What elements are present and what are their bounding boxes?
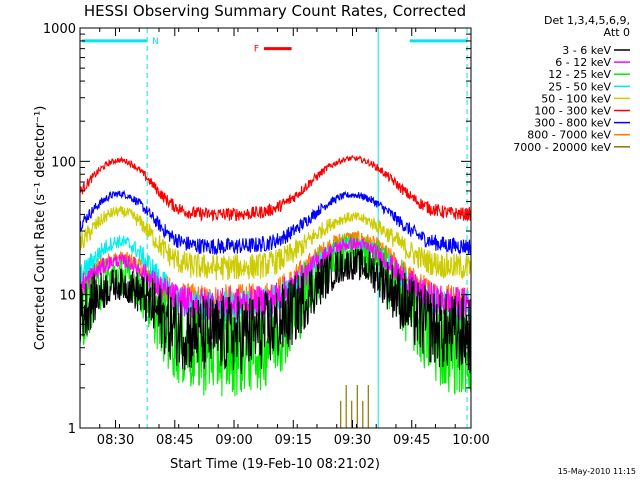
x-tick-label-5: 09:45 — [393, 433, 430, 448]
x-axis-ticks: 08:30 08:45 09:00 09:15 09:30 09:45 10:00 — [79, 28, 490, 448]
series-line-5 — [79, 154, 472, 223]
legend-label-3: 25 - 50 keV — [548, 80, 611, 93]
y-tick-label-0: 1 — [68, 422, 76, 437]
footer-timestamp: 15-May-2010 11:15 — [558, 467, 636, 476]
x-tick-label-2: 09:00 — [215, 433, 252, 448]
series-line-4 — [79, 205, 472, 281]
y-axis-label: Corrected Count Rate (s⁻¹ detector⁻¹) — [33, 106, 48, 351]
x-axis-label: Start Time (19-Feb-10 08:21:02) — [170, 457, 380, 472]
flag-F-label: F — [254, 45, 259, 55]
legend-label-2: 12 - 25 keV — [548, 68, 611, 81]
series-line-0 — [79, 248, 472, 374]
y-tick-label-1: 10 — [59, 289, 76, 304]
y-tick-label-3: 1000 — [43, 22, 76, 37]
series-spikes-7000 — [340, 385, 369, 428]
x-tick-label-6: 10:00 — [452, 433, 489, 448]
legend-label-0: 3 - 6 keV — [562, 44, 611, 57]
series-line-6 — [79, 189, 472, 256]
legend-label-4: 50 - 100 keV — [541, 92, 611, 105]
legend-label-8: 7000 - 20000 keV — [513, 141, 611, 154]
legend-header-line-1: Det 1,3,4,5,6,9, — [544, 14, 630, 27]
markers: NF — [82, 37, 468, 55]
series-line-1 — [79, 235, 472, 321]
y-axis-ticks: 1 10 100 1000 — [43, 22, 471, 437]
plot-frame — [79, 27, 472, 429]
legend-label-7: 800 - 7000 keV — [527, 129, 611, 142]
legend-label-5: 100 - 300 keV — [534, 105, 611, 118]
flag-N-label: N — [152, 37, 159, 47]
legend-label-6: 300 - 800 keV — [534, 117, 611, 130]
plot-lines — [79, 28, 472, 428]
x-tick-label-0: 08:30 — [97, 433, 134, 448]
x-tick-label-4: 09:30 — [334, 433, 371, 448]
legend-label-1: 6 - 12 keV — [555, 56, 611, 69]
x-tick-label-1: 08:45 — [156, 433, 193, 448]
x-tick-label-3: 09:15 — [275, 433, 312, 448]
legend-header-line-2: Att 0 — [604, 26, 630, 39]
chart-title: HESSI Observing Summary Count Rates, Cor… — [84, 2, 466, 20]
y-tick-label-2: 100 — [51, 155, 76, 170]
